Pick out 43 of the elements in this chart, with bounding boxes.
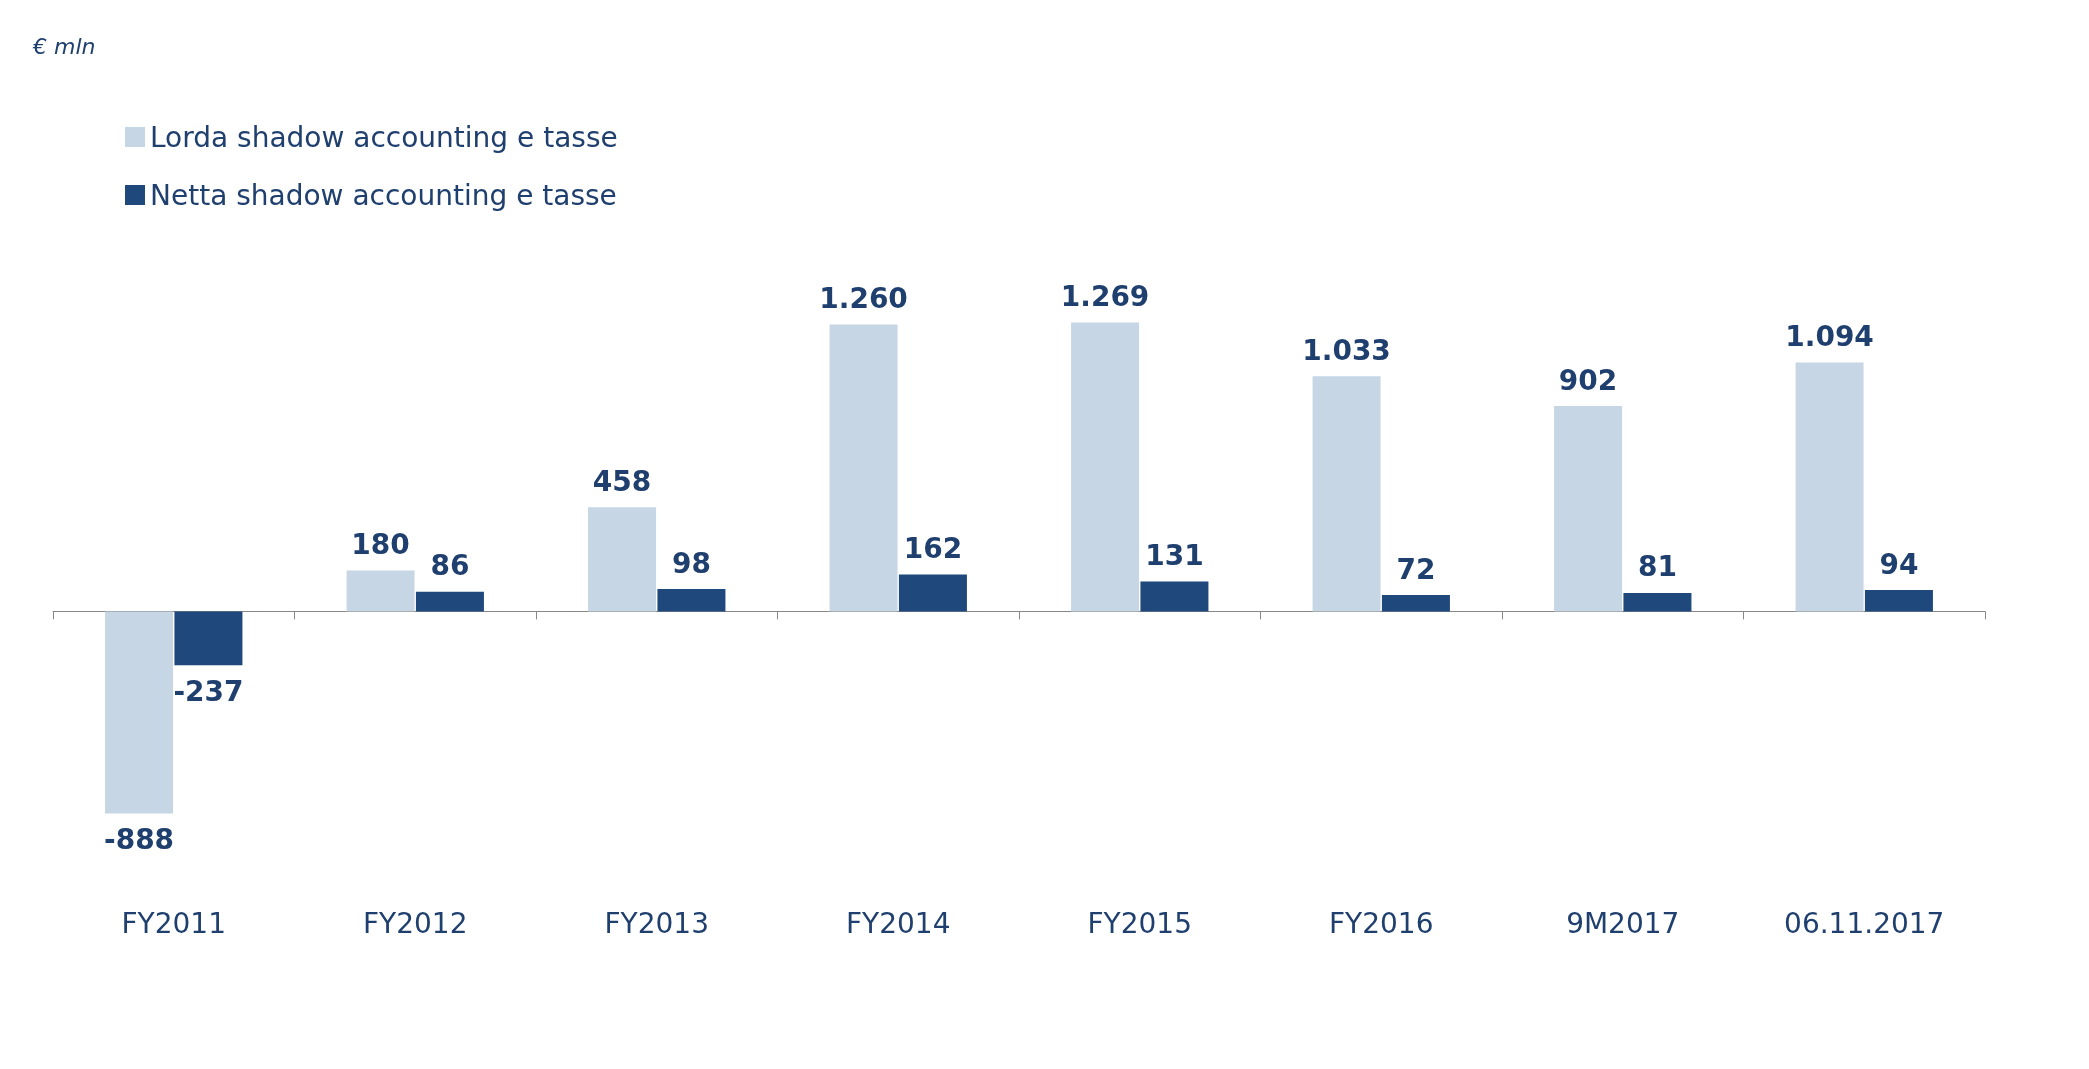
data-label: 81 xyxy=(1637,550,1677,584)
data-label: 180 xyxy=(351,527,410,561)
data-label: 131 xyxy=(1145,539,1204,573)
data-label: 1.033 xyxy=(1302,333,1391,367)
x-tick-label: FY2015 xyxy=(1087,906,1192,940)
bar xyxy=(1623,592,1692,612)
data-label: 1.094 xyxy=(1785,319,1874,353)
bar xyxy=(1554,406,1623,612)
bar xyxy=(898,574,967,612)
bar xyxy=(657,589,726,612)
bar xyxy=(829,324,898,612)
data-label: -888 xyxy=(104,823,175,857)
data-label: 86 xyxy=(430,549,470,583)
x-tick-label: FY2016 xyxy=(1329,906,1434,940)
x-tick-label: FY2014 xyxy=(846,906,951,940)
data-label: 162 xyxy=(903,532,963,566)
legend-label: Lorda shadow accounting e tasse xyxy=(150,120,618,154)
data-label: 98 xyxy=(671,546,711,580)
x-tick-label: 9M2017 xyxy=(1566,906,1680,940)
bar xyxy=(1381,595,1450,612)
data-label: 94 xyxy=(1879,547,1919,581)
bar xyxy=(346,570,415,612)
legend-label: Netta shadow accounting e tasse xyxy=(150,178,617,212)
bar xyxy=(588,507,657,612)
text: € mln xyxy=(32,33,96,59)
x-tick-label: FY2011 xyxy=(121,906,226,940)
data-label: 72 xyxy=(1396,552,1436,586)
data-label: -237 xyxy=(173,674,244,708)
bar xyxy=(1864,590,1933,612)
bar xyxy=(1312,376,1381,612)
bar xyxy=(1071,322,1140,612)
bar xyxy=(105,611,174,814)
x-tick-label: FY2013 xyxy=(604,906,709,940)
data-label: 1.260 xyxy=(819,282,908,316)
x-tick-label: FY2012 xyxy=(363,906,468,940)
bar xyxy=(1795,362,1864,612)
x-tick-label: 06.11.2017 xyxy=(1784,906,1945,940)
data-label: 458 xyxy=(592,464,652,498)
data-label: 902 xyxy=(1558,363,1618,397)
bar xyxy=(415,591,484,612)
bar xyxy=(1140,581,1209,612)
data-label: 1.269 xyxy=(1060,280,1150,314)
bar xyxy=(174,611,243,666)
